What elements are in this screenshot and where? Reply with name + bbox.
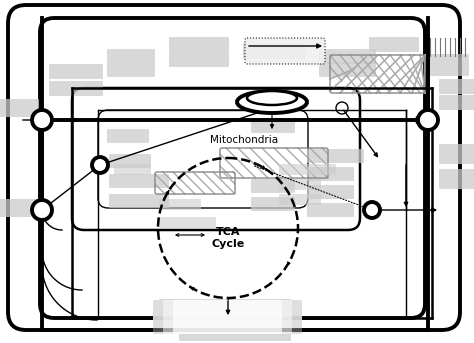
- FancyBboxPatch shape: [49, 81, 103, 96]
- FancyBboxPatch shape: [307, 167, 354, 181]
- FancyBboxPatch shape: [369, 37, 419, 52]
- FancyBboxPatch shape: [107, 129, 149, 143]
- FancyBboxPatch shape: [245, 38, 325, 64]
- FancyBboxPatch shape: [153, 300, 302, 334]
- FancyBboxPatch shape: [169, 52, 229, 67]
- FancyBboxPatch shape: [107, 49, 155, 63]
- Text: TCA
Cycle: TCA Cycle: [211, 227, 245, 249]
- FancyBboxPatch shape: [109, 154, 151, 168]
- FancyBboxPatch shape: [439, 79, 474, 94]
- FancyBboxPatch shape: [319, 62, 376, 77]
- FancyBboxPatch shape: [0, 99, 39, 117]
- FancyBboxPatch shape: [279, 179, 321, 190]
- FancyBboxPatch shape: [107, 63, 155, 77]
- Circle shape: [92, 157, 108, 173]
- FancyBboxPatch shape: [40, 18, 425, 318]
- FancyBboxPatch shape: [173, 300, 282, 334]
- Circle shape: [32, 110, 52, 130]
- FancyBboxPatch shape: [159, 217, 216, 228]
- FancyBboxPatch shape: [0, 199, 39, 217]
- FancyBboxPatch shape: [243, 43, 305, 59]
- Circle shape: [418, 110, 438, 130]
- FancyBboxPatch shape: [279, 194, 321, 205]
- FancyBboxPatch shape: [49, 64, 103, 79]
- FancyBboxPatch shape: [251, 197, 295, 211]
- FancyBboxPatch shape: [163, 300, 292, 334]
- FancyBboxPatch shape: [279, 164, 336, 175]
- FancyBboxPatch shape: [98, 110, 308, 208]
- FancyBboxPatch shape: [251, 119, 295, 133]
- FancyBboxPatch shape: [439, 169, 474, 189]
- FancyBboxPatch shape: [72, 88, 360, 230]
- FancyBboxPatch shape: [109, 174, 169, 188]
- Circle shape: [364, 202, 380, 218]
- FancyBboxPatch shape: [114, 164, 151, 175]
- FancyBboxPatch shape: [153, 300, 302, 334]
- FancyBboxPatch shape: [109, 194, 169, 208]
- FancyBboxPatch shape: [169, 37, 229, 52]
- FancyBboxPatch shape: [8, 5, 460, 330]
- Text: Mitochondria: Mitochondria: [210, 135, 278, 145]
- FancyBboxPatch shape: [439, 144, 474, 164]
- Circle shape: [32, 200, 52, 220]
- FancyBboxPatch shape: [439, 95, 474, 110]
- FancyBboxPatch shape: [307, 203, 354, 217]
- FancyBboxPatch shape: [159, 299, 291, 329]
- FancyBboxPatch shape: [319, 49, 376, 64]
- FancyBboxPatch shape: [307, 185, 354, 199]
- FancyBboxPatch shape: [251, 179, 295, 193]
- FancyBboxPatch shape: [429, 54, 469, 76]
- FancyBboxPatch shape: [307, 149, 364, 163]
- FancyBboxPatch shape: [159, 199, 201, 210]
- Ellipse shape: [247, 91, 297, 105]
- FancyBboxPatch shape: [179, 327, 291, 341]
- Ellipse shape: [237, 91, 307, 113]
